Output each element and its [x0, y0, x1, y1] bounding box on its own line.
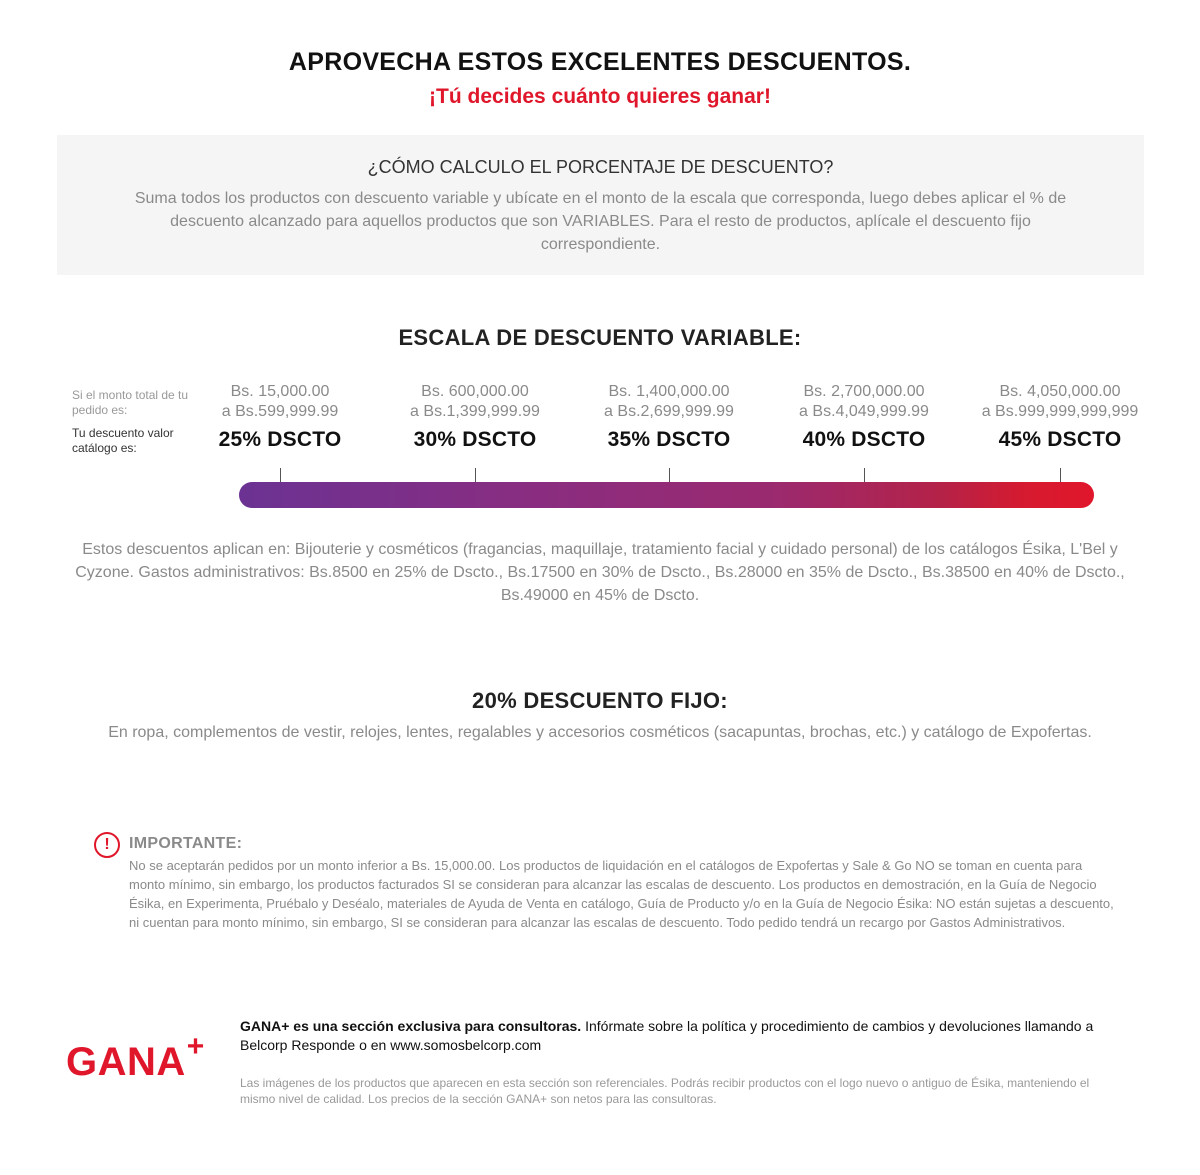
info-title: ¿CÓMO CALCULO EL PORCENTAJE DE DESCUENTO… — [367, 157, 834, 177]
discount-scale-bar — [239, 482, 1094, 508]
info-box: ¿CÓMO CALCULO EL PORCENTAJE DE DESCUENTO… — [57, 135, 1144, 275]
scale-tick — [864, 468, 865, 483]
footer-main-rest: Infórmate sobre la política y procedimie… — [240, 1018, 1094, 1053]
discount-row-label: Tu descuento valor catálogo es: — [72, 426, 174, 455]
tier-5-from: Bs. 4,050,000.00 — [999, 383, 1121, 400]
tier-2-discount: 30% DSCTO — [413, 428, 537, 451]
tier-2: Bs. 600,000.00 a Bs.1,399,999.99 30% DSC… — [375, 382, 575, 452]
tier-3-from: Bs. 1,400,000.00 — [608, 383, 730, 400]
logo-text: GANA — [66, 1040, 186, 1084]
scale-tick — [475, 468, 476, 483]
exclamation-circle-icon: ! — [94, 832, 120, 858]
important-body: No se aceptarán pedidos por un monto inf… — [129, 858, 1114, 930]
tier-3-discount: 35% DSCTO — [607, 428, 731, 451]
footer-main-bold: GANA+ es una sección exclusiva para cons… — [240, 1018, 582, 1034]
tier-4: Bs. 2,700,000.00 a Bs.4,049,999.99 40% D… — [764, 382, 964, 452]
page-title: APROVECHA ESTOS EXCELENTES DESCUENTOS. — [288, 48, 912, 76]
fixed-discount-title: 20% DESCUENTO FIJO: — [472, 688, 728, 713]
tier-1: Bs. 15,000.00 a Bs.599,999.99 25% DSCTO — [180, 382, 380, 452]
important-title: IMPORTANTE: — [129, 835, 243, 852]
fixed-discount-body: En ropa, complementos de vestir, relojes… — [108, 724, 1092, 741]
logo-plus: + — [186, 1030, 205, 1063]
tier-3-to: a Bs.2,699,999.99 — [604, 403, 734, 420]
tier-5-discount: 45% DSCTO — [998, 428, 1122, 451]
tier-5-to: a Bs.999,999,999,999 — [981, 403, 1139, 420]
scale-tick — [669, 468, 670, 483]
scale-title: ESCALA DE DESCUENTO VARIABLE: — [398, 325, 802, 350]
scale-tick — [1060, 468, 1061, 483]
page-subtitle: ¡Tú decides cuánto quieres ganar! — [429, 85, 771, 108]
tier-4-discount: 40% DSCTO — [802, 428, 926, 451]
amount-row-label: Si el monto total de tu pedido es: — [72, 388, 189, 417]
tier-2-to: a Bs.1,399,999.99 — [410, 403, 540, 420]
footer-note: Las imágenes de los productos que aparec… — [240, 1076, 1090, 1106]
info-body: Suma todos los productos con descuento v… — [134, 190, 1067, 253]
tier-3: Bs. 1,400,000.00 a Bs.2,699,999.99 35% D… — [569, 382, 769, 452]
tier-5: Bs. 4,050,000.00 a Bs.999,999,999,999 45… — [960, 382, 1160, 452]
tier-4-from: Bs. 2,700,000.00 — [803, 383, 925, 400]
tier-1-discount: 25% DSCTO — [218, 428, 342, 451]
tier-2-from: Bs. 600,000.00 — [421, 383, 529, 400]
scale-tick — [280, 468, 281, 483]
tier-1-to: a Bs.599,999.99 — [221, 403, 339, 420]
scale-note: Estos descuentos aplican en: Bijouterie … — [75, 541, 1125, 604]
gana-logo: GANA+ — [66, 1030, 205, 1085]
footer-main-text: GANA+ es una sección exclusiva para cons… — [240, 1017, 1120, 1055]
tier-4-to: a Bs.4,049,999.99 — [799, 403, 929, 420]
tier-1-from: Bs. 15,000.00 — [230, 383, 330, 400]
